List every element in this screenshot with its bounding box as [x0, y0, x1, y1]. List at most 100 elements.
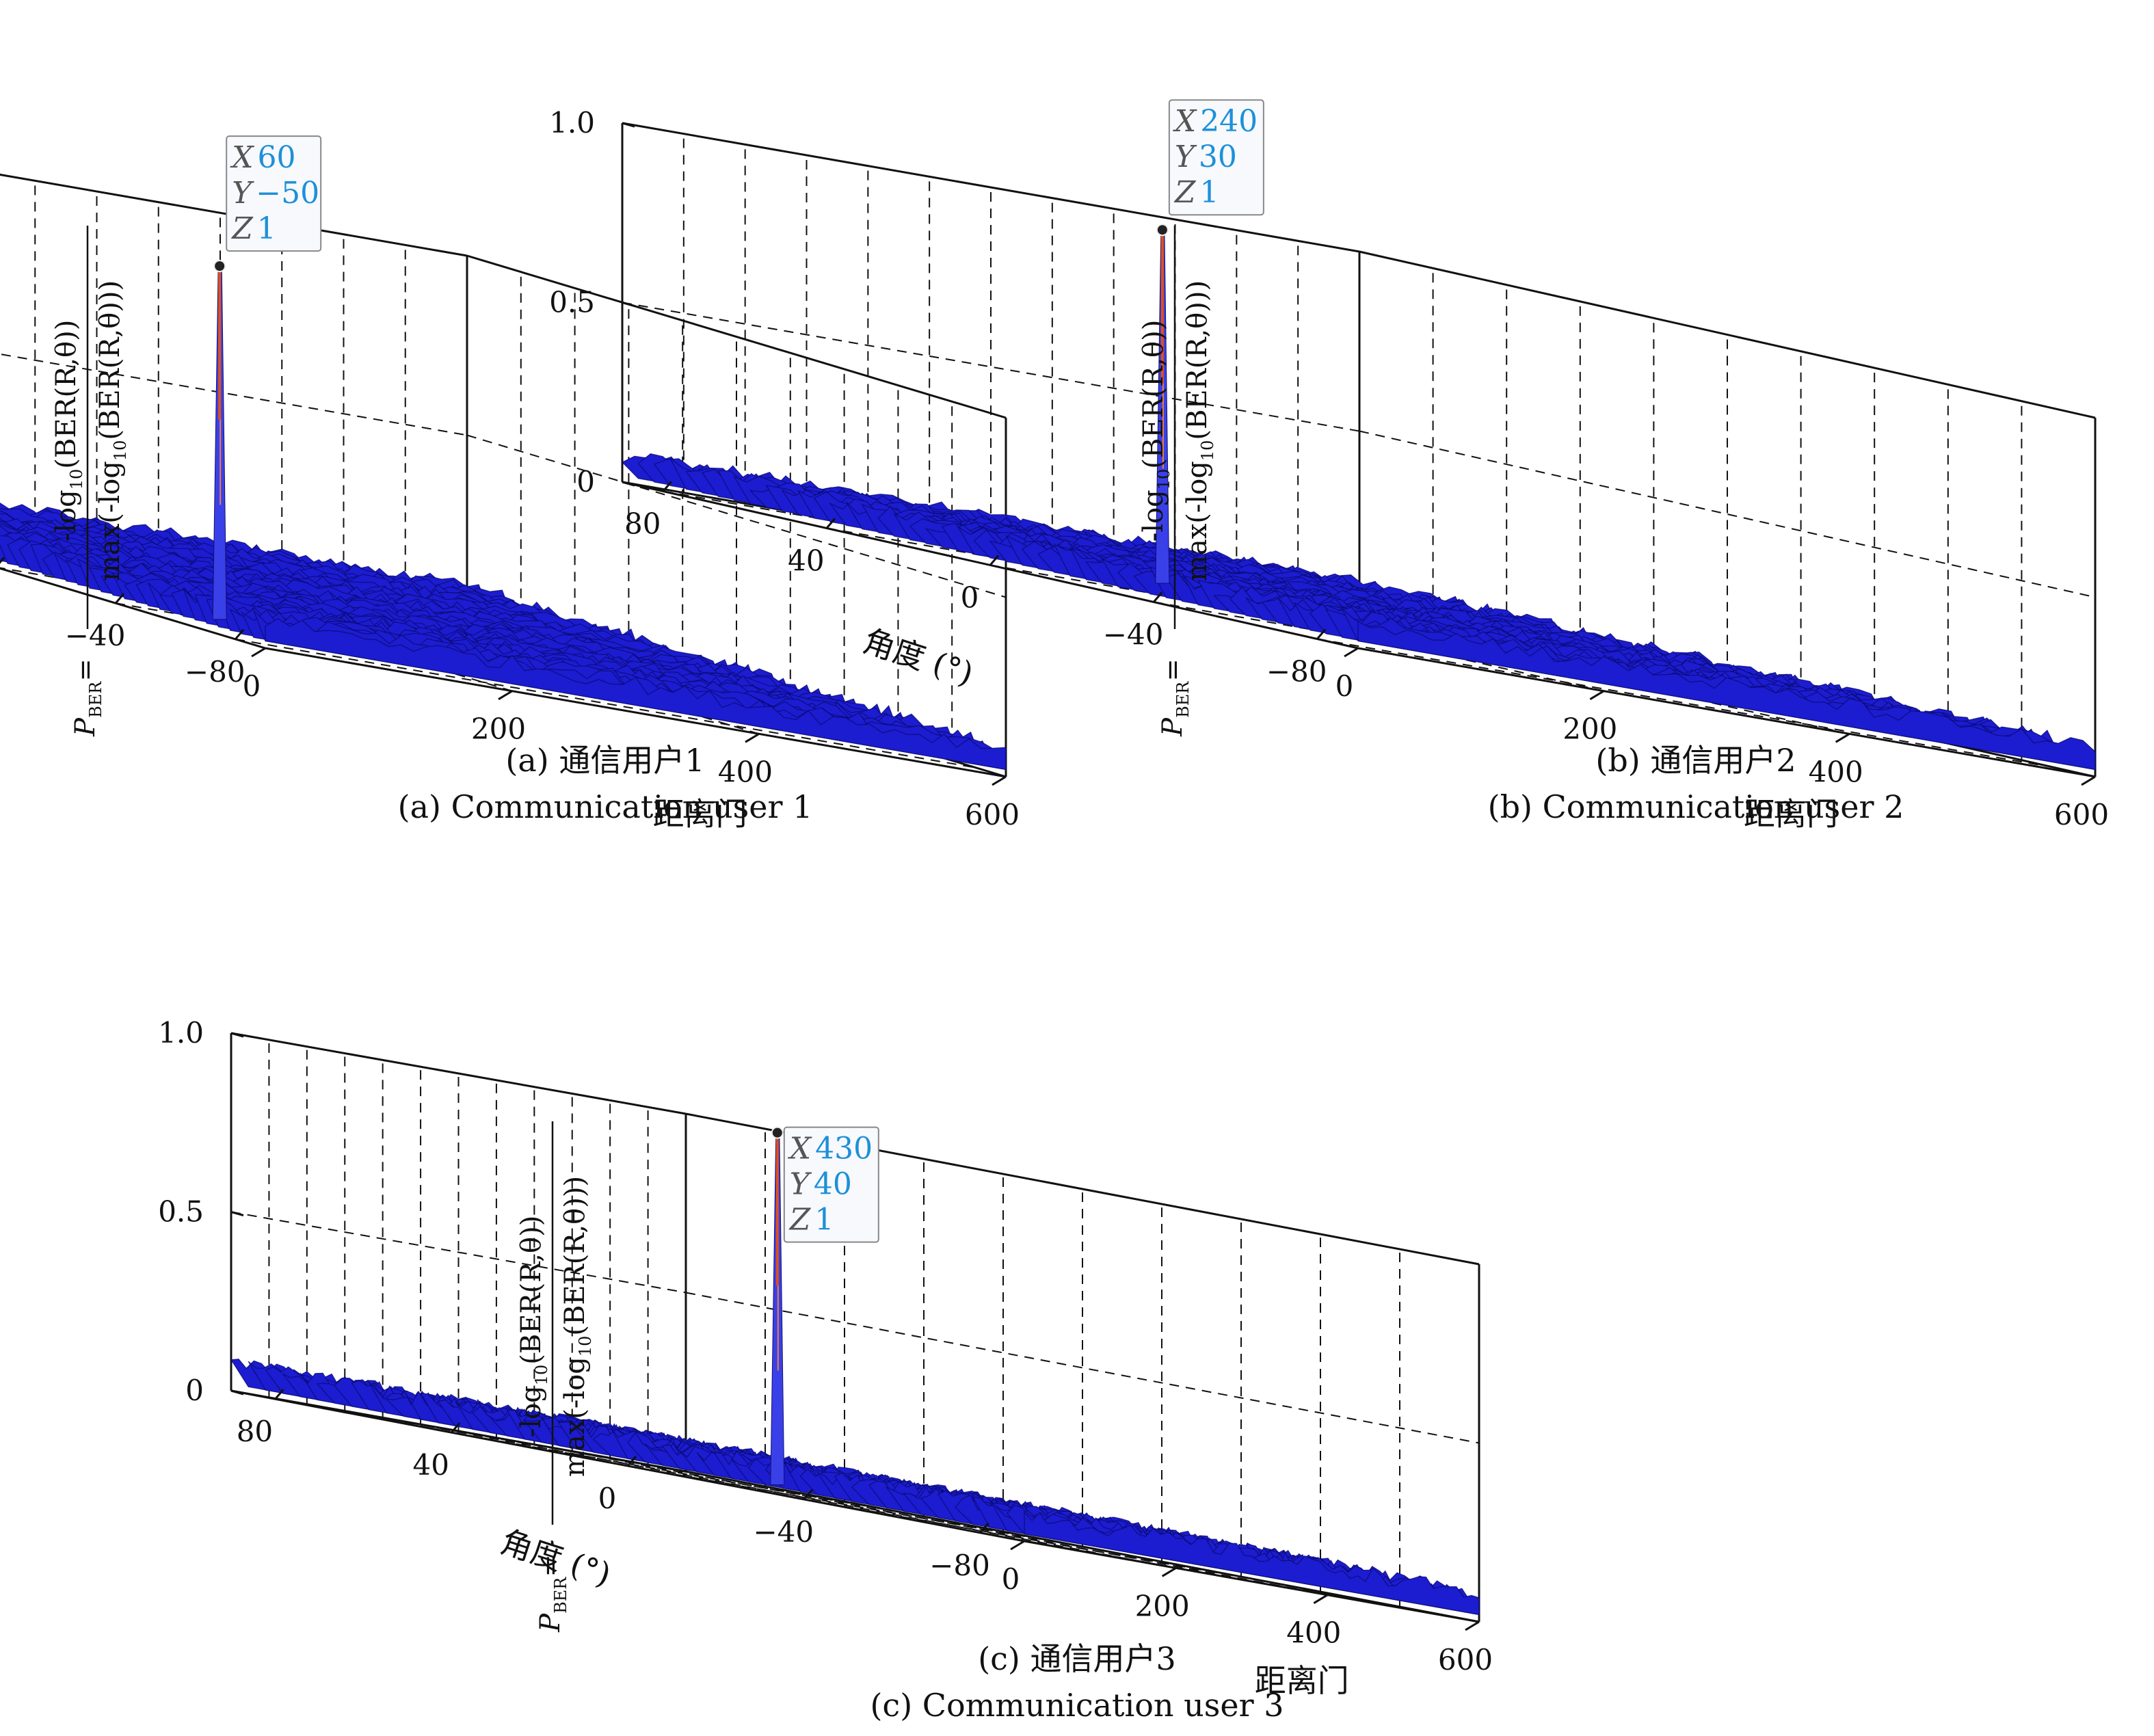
x-tick-mark [992, 775, 1007, 786]
z-label-part: (BER(R,θ)) [516, 1216, 547, 1365]
x-tick-mark [1344, 647, 1359, 658]
data-tip-key: Y [790, 1167, 812, 1202]
x-tick-label: 600 [965, 798, 1020, 831]
grid-line [466, 434, 1007, 598]
caption-en: (b) Communication user 2 [1488, 788, 1904, 825]
x-tick-label: 200 [471, 712, 526, 746]
grid-line [1359, 430, 2096, 598]
panel-a: X60Y−50Z100.51.0020040060080400−40−80距离门… [0, 135, 1020, 832]
y-tick-mark [1152, 591, 1163, 603]
y-tick-mark [114, 593, 125, 604]
y-tick-label: 40 [412, 1448, 449, 1482]
z-label-part: (BER(R,θ)) [51, 320, 82, 469]
axis-edge [685, 1470, 1480, 1623]
caption-cn: (a) 通信用户1 [505, 742, 704, 779]
surface-strip [265, 617, 1007, 771]
y-axis-label: 角度 (°) [859, 622, 978, 693]
x-axis-line [1357, 647, 2096, 778]
y-tick-label: −40 [65, 619, 126, 652]
grid-line [382, 1417, 1176, 1569]
x-tick-mark [1161, 1567, 1177, 1577]
caption-cn: (c) 通信用户3 [978, 1640, 1176, 1677]
z-label-lhs: PBER= [535, 1554, 570, 1633]
axis-edge [466, 254, 1007, 419]
surface [230, 1359, 1480, 1616]
grid-line [0, 353, 468, 436]
peak-marker [213, 260, 226, 273]
x-tick-label: 600 [2054, 798, 2109, 831]
data-tip-value: 60 [258, 140, 296, 175]
z-label-denominator: max(-log10(BER(R,θ))) [559, 1176, 595, 1477]
y-tick-mark [0, 557, 5, 564]
x-axis-line [265, 647, 1007, 778]
z-label-part: -log [516, 1385, 547, 1437]
x-tick-label: 400 [1286, 1616, 1341, 1650]
y-tick-mark [1316, 628, 1327, 640]
data-tip-value: 240 [1200, 104, 1258, 139]
data-tip-value: 1 [1199, 175, 1219, 210]
z-label-part: (BER(R,θ))) [559, 1176, 591, 1336]
x-tick-mark [251, 647, 266, 658]
z-axis-label: -log10(BER(R,θ))max(-log10(BER(R,θ)))PBE… [1138, 226, 1217, 737]
data-tip-key: Y [232, 176, 254, 211]
y-tick-label: 80 [624, 507, 661, 541]
data-tip-key: X [230, 140, 254, 175]
axes-box [621, 122, 2097, 778]
x-tick-mark [1835, 733, 1850, 743]
x-tick-mark [745, 733, 760, 743]
x-tick-label: 400 [718, 755, 773, 788]
y-tick-label: 40 [788, 544, 824, 578]
surface [621, 453, 2097, 771]
axis-edge [622, 122, 1360, 253]
caption-en: (c) Communication user 3 [870, 1687, 1284, 1724]
data-tip-key: Z [788, 1203, 812, 1238]
x-tick-label: 0 [1335, 669, 1354, 703]
y-tick-mark [803, 1488, 813, 1500]
y-tick-label: −40 [1103, 618, 1164, 652]
axis-edge [0, 173, 468, 257]
data-tip-value: −50 [256, 176, 319, 211]
z-label-numerator: -log10(BER(R,θ)) [516, 1216, 551, 1438]
z-label-part: -log [1138, 490, 1169, 542]
grid-line [235, 638, 976, 769]
z-tick-mark [230, 1211, 244, 1216]
surface-strip [1024, 1511, 1480, 1616]
x-tick-mark [1010, 1540, 1025, 1551]
x-tick-label: 200 [1135, 1589, 1190, 1623]
y-tick-label: 0 [598, 1482, 617, 1515]
z-tick-label: 0 [576, 465, 595, 498]
data-tip-value: 1 [257, 211, 276, 246]
grid-line [534, 1443, 1328, 1596]
z-label-part: BER [551, 1577, 570, 1614]
z-label-part: BER [1173, 681, 1193, 718]
y-tick-mark [989, 555, 1000, 566]
peak-spike [212, 260, 227, 620]
z-tick-label: 1.0 [549, 106, 595, 139]
x-tick-label: 400 [1809, 755, 1863, 788]
axis-edge [230, 1032, 687, 1115]
z-label-denominator: max(-log10(BER(R,θ))) [94, 280, 130, 581]
z-tick-mark [230, 1389, 244, 1396]
z-label-part: 10 [1198, 440, 1217, 462]
y-axis-line [0, 567, 266, 650]
data-tip-row: X 60 [230, 140, 295, 175]
x-tick-mark [498, 690, 513, 700]
z-label-part: = [535, 1554, 566, 1577]
grid-line [230, 1211, 687, 1294]
y-tick-label: −80 [185, 655, 245, 689]
x-tick-label: 600 [1438, 1643, 1493, 1677]
y-tick-mark [979, 1522, 989, 1534]
z-tick-mark [622, 122, 635, 128]
z-label-lhs: PBER= [70, 658, 105, 737]
x-tick-mark [2081, 775, 2096, 786]
z-label-part: (BER(R,θ)) [1138, 320, 1169, 469]
z-tick-mark [622, 302, 635, 307]
data-tip-row: X 240 [1173, 104, 1258, 139]
